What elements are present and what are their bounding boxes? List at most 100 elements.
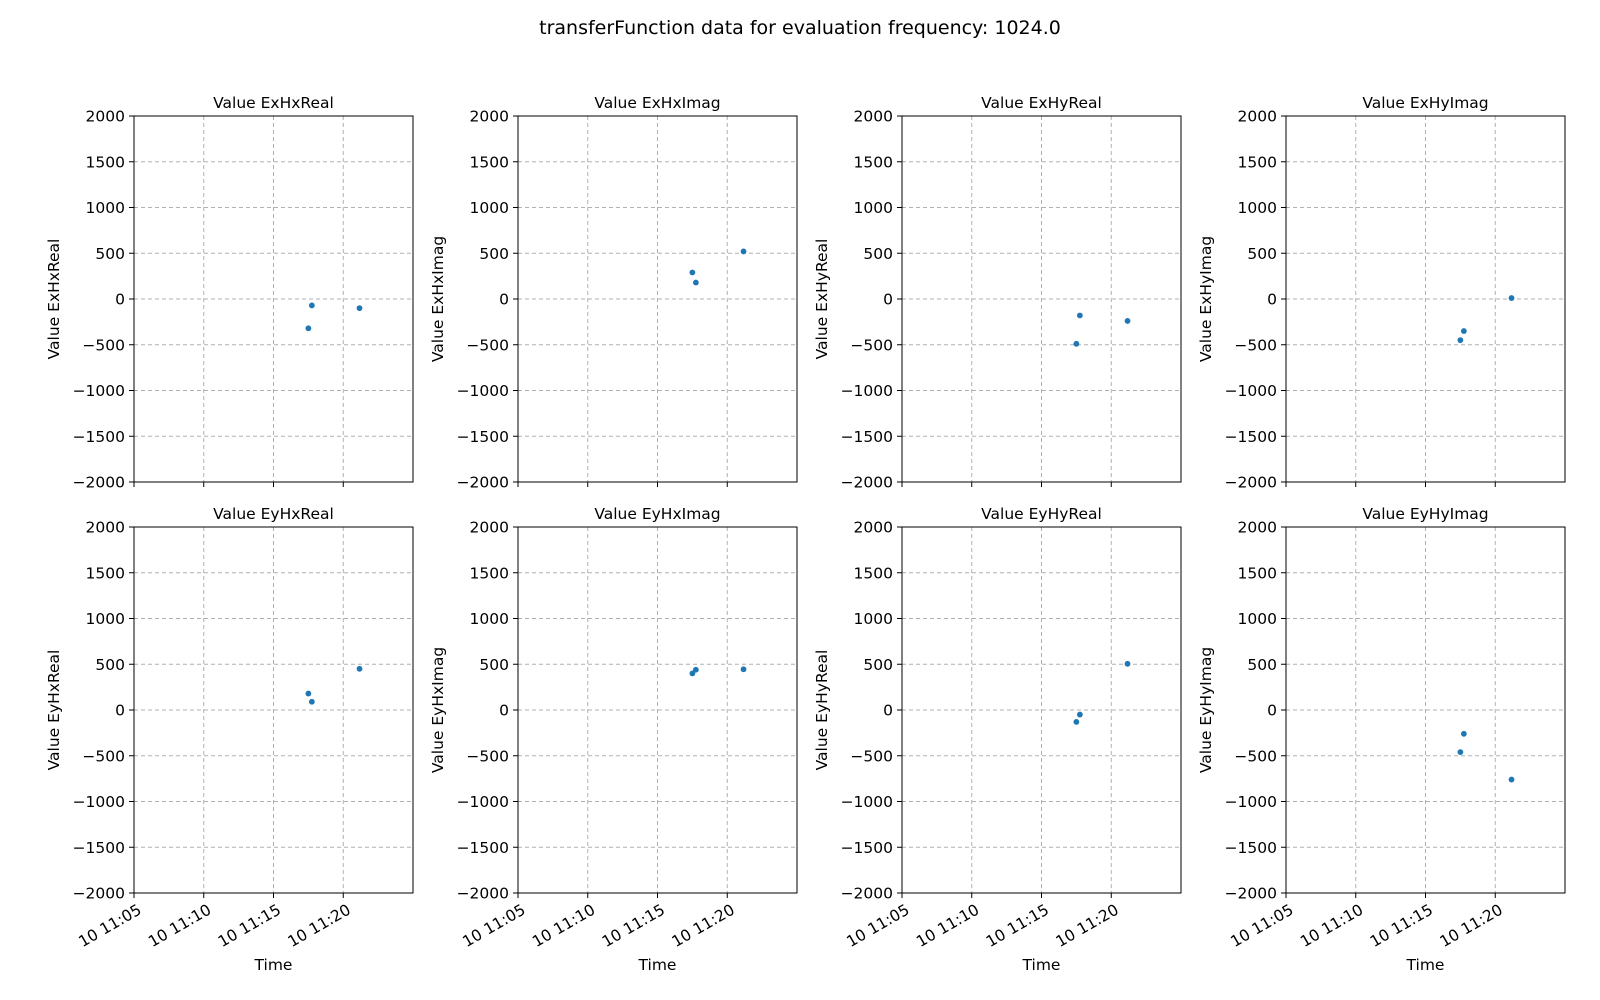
subplot-1: −2000 −1500 −1000 −500 0 500 1000 1500 2000 Value… [45,94,414,492]
y-tick-label: −1000 [1225,382,1277,400]
y-axis-label: Value ExHxImag [429,236,447,362]
subplot-title: Value EyHxImag [594,505,720,523]
y-tick-label: −1000 [457,382,509,400]
y-tick-label: −1000 [73,382,125,400]
x-axis-label: Time [638,956,677,974]
y-tick-label: −1000 [841,793,893,811]
y-tick-label: 0 [115,702,125,720]
x-tick-label: 10 11:20 [1053,901,1122,951]
y-tick-label: −500 [82,336,125,354]
data-point [305,690,312,697]
y-tick-label: 1500 [86,564,125,582]
y-tick-label: 500 [479,245,509,263]
y-tick-label: −2000 [1225,885,1277,903]
y-tick-label: 0 [883,291,893,309]
y-tick-label: 0 [499,291,509,309]
y-tick-label: 500 [479,656,509,674]
y-tick-label: −1500 [73,839,125,857]
y-tick-label: 2000 [86,519,125,537]
data-point [356,665,363,672]
plot-area-frame [133,526,414,894]
data-point [1124,660,1131,667]
y-tick-label: −500 [850,747,893,765]
x-tick-label: 10 11:10 [1297,901,1366,951]
data-point [740,666,747,673]
subplot-title: Value ExHxImag [594,94,720,112]
data-point [1508,295,1515,301]
y-tick-label: 500 [1247,245,1277,263]
y-tick-label: 1000 [1238,199,1277,217]
y-tick-label: −1000 [1225,793,1277,811]
data-point [356,305,363,312]
y-tick-label: 2000 [1238,519,1277,537]
y-tick-label: 2000 [86,108,125,126]
y-tick-label: −500 [82,747,125,765]
plot-area-frame [1285,526,1566,894]
x-axis-label: Time [1022,956,1061,974]
y-tick-label: 500 [863,656,893,674]
x-tick-label: 10 11:20 [669,901,738,951]
data-point [689,269,696,276]
y-tick-label: 1500 [854,153,893,171]
y-tick-label: 1000 [470,199,509,217]
data-point [689,670,696,677]
subplot-3: −2000 −1500 −1000 −500 0 500 1000 1500 2000 Value… [813,94,1182,492]
x-tick-label: 10 11:15 [983,901,1052,951]
y-axis-label: Value ExHyImag [1197,236,1215,362]
subplot-8: −2000 −1500 −1000 −500 0 500 1000 1500 2000 10 11… [1197,505,1566,974]
y-tick-label: −1500 [1225,839,1277,857]
x-tick-label: 10 11:10 [913,901,982,951]
y-tick-label: −2000 [1225,474,1277,492]
y-tick-label: −500 [1234,336,1277,354]
y-tick-label: 1500 [1238,564,1277,582]
subplot-4: −2000 −1500 −1000 −500 0 500 1000 1500 2000 Value… [1197,94,1566,492]
x-tick-label: 10 11:15 [599,901,668,951]
y-tick-label: 0 [115,291,125,309]
x-tick-label: 10 11:20 [285,901,354,951]
subplot-title: Value EyHxReal [213,505,334,523]
data-point [740,248,747,255]
y-tick-label: −1500 [841,428,893,446]
y-tick-label: 1500 [86,153,125,171]
y-tick-label: −2000 [73,474,125,492]
y-tick-label: 500 [863,245,893,263]
subplot-title: Value ExHyReal [981,94,1102,112]
y-tick-label: 2000 [854,108,893,126]
data-point [692,666,699,673]
data-point [1073,340,1080,347]
y-tick-label: −1500 [1225,428,1277,446]
plot-area-frame [901,526,1182,894]
y-tick-label: −2000 [73,885,125,903]
x-tick-label: 10 11:20 [1437,901,1506,951]
data-point [308,302,315,309]
data-point [305,325,312,332]
y-axis-label: Value EyHxImag [429,647,447,773]
y-tick-label: 0 [1267,702,1277,720]
x-tick-label: 10 11:15 [1367,901,1436,951]
plot-area-frame [901,115,1182,483]
y-axis-label: Value EyHyImag [1197,647,1215,773]
plot-area-frame [1285,115,1566,483]
subplot-panels: −2000 −1500 −1000 −500 0 500 1000 1500 2000 Value… [45,94,1566,974]
y-tick-label: 0 [883,702,893,720]
subplot-title: Value EyHyImag [1362,505,1488,523]
subplot-title: Value ExHxReal [213,94,334,112]
x-tick-label: 10 11:10 [529,901,598,951]
subplot-title: Value ExHyImag [1362,94,1488,112]
data-point [308,698,315,705]
plot-area-frame [517,526,798,894]
x-tick-label: 10 11:15 [215,901,284,951]
y-tick-label: −1000 [457,793,509,811]
x-axis-label: Time [1406,956,1445,974]
y-tick-label: 0 [499,702,509,720]
y-tick-label: −1500 [841,839,893,857]
y-tick-label: 1000 [1238,610,1277,628]
subplot-5: −2000 −1500 −1000 −500 0 500 1000 1500 2000 10 11… [45,505,414,974]
y-tick-label: −2000 [457,885,509,903]
figure-suptitle: transferFunction data for evaluation fre… [539,17,1061,39]
data-point [1073,718,1080,725]
y-tick-label: −500 [850,336,893,354]
y-tick-label: −1000 [841,382,893,400]
subplot-2: −2000 −1500 −1000 −500 0 500 1000 1500 2000 Value… [429,94,798,492]
y-tick-label: 1000 [470,610,509,628]
